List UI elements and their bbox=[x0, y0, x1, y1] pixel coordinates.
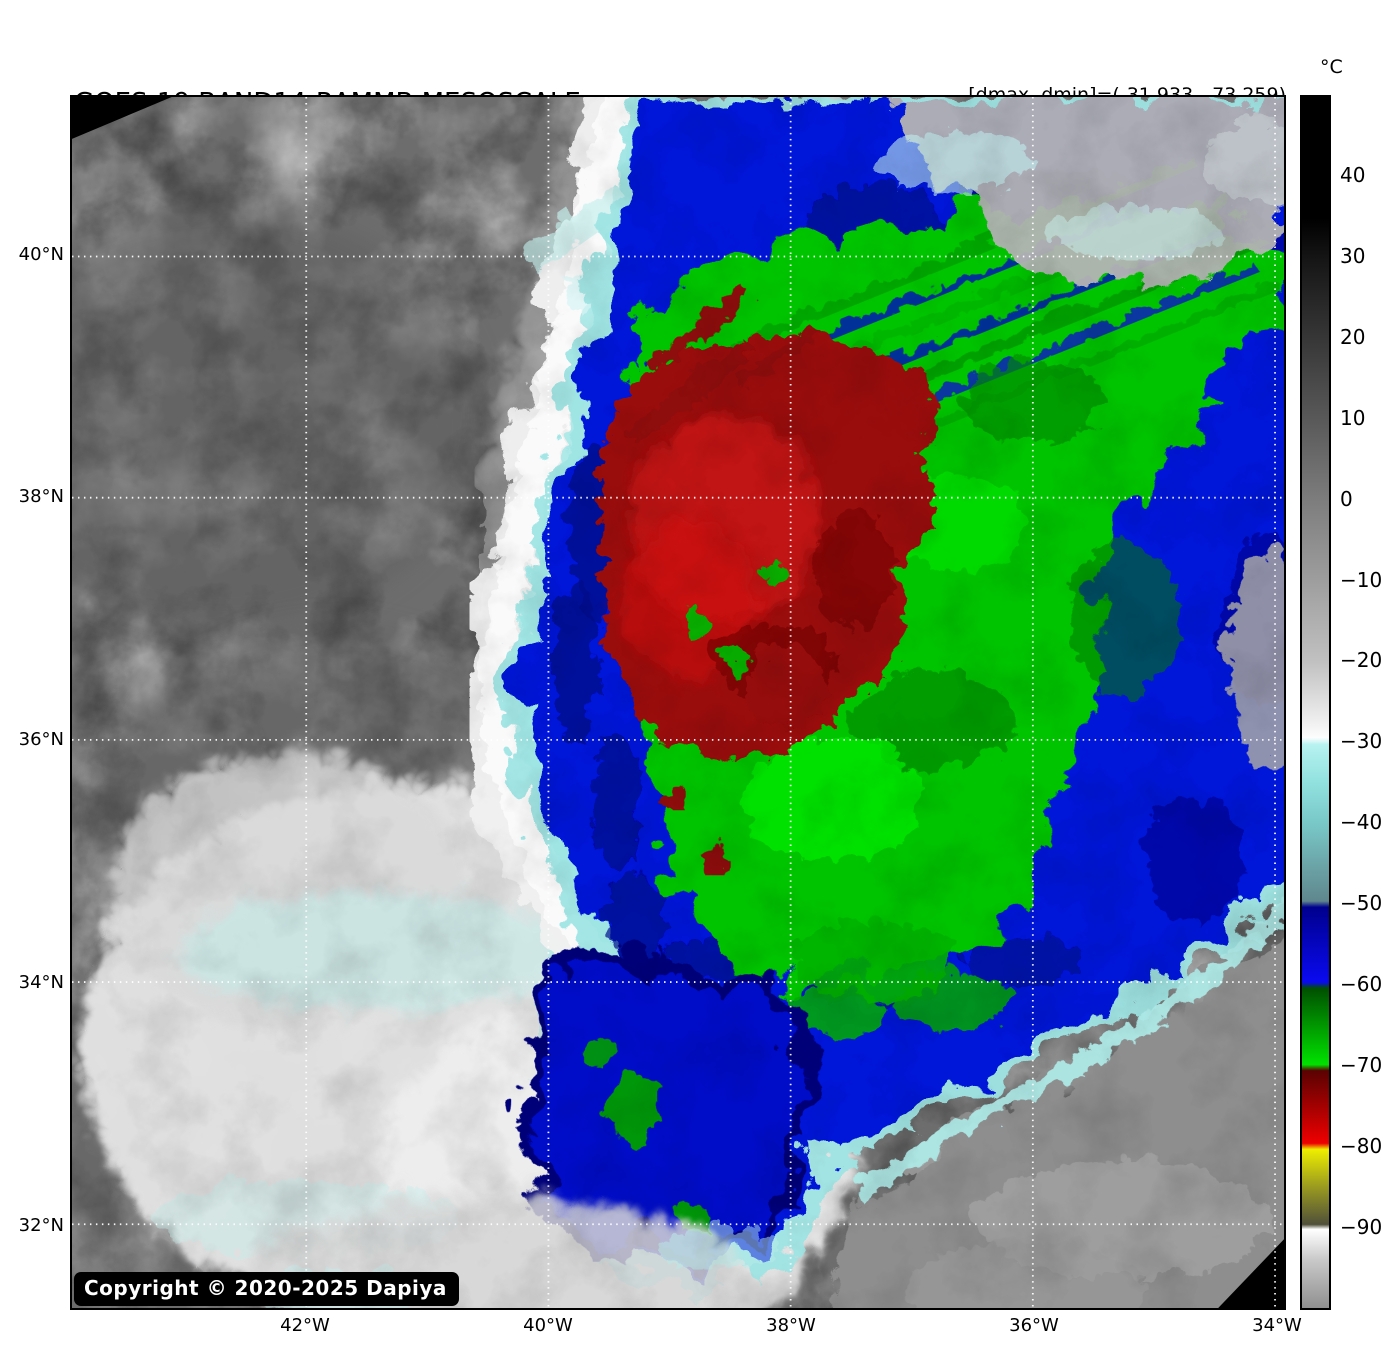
lat-label-32n: 32°N bbox=[18, 1215, 64, 1236]
satellite-map: Copyright © 2020-2025 Dapiya bbox=[70, 95, 1286, 1310]
colorbar-tick-m10: −10 bbox=[1340, 568, 1383, 592]
colorbar-tick-m60: −60 bbox=[1340, 972, 1383, 996]
lat-label-40n: 40°N bbox=[18, 244, 64, 265]
satellite-imagery bbox=[72, 97, 1284, 1308]
lon-label-38w: 38°W bbox=[766, 1315, 816, 1336]
colorbar-tick-m80: −80 bbox=[1340, 1134, 1383, 1158]
colorbar-tick-40: 40 bbox=[1340, 163, 1366, 187]
lon-label-42w: 42°W bbox=[280, 1315, 330, 1336]
lon-label-36w: 36°W bbox=[1009, 1315, 1059, 1336]
colorbar-tick-20: 20 bbox=[1340, 325, 1366, 349]
colorbar-unit-label: °C bbox=[1320, 56, 1343, 78]
lat-label-38n: 38°N bbox=[18, 486, 64, 507]
colorbar-tick-m30: −30 bbox=[1340, 729, 1383, 753]
colorbar-tick-m50: −50 bbox=[1340, 891, 1383, 915]
colorbar-tick-30: 30 bbox=[1340, 244, 1366, 268]
colorbar-tick-0: 0 bbox=[1340, 487, 1353, 511]
lon-label-34w: 34°W bbox=[1252, 1315, 1302, 1336]
grid-lines bbox=[72, 97, 1284, 1308]
temperature-colorbar bbox=[1300, 95, 1331, 1310]
colorbar-tick-m20: −20 bbox=[1340, 648, 1383, 672]
colorbar-tick-m70: −70 bbox=[1340, 1053, 1383, 1077]
lat-label-36n: 36°N bbox=[18, 729, 64, 750]
lat-label-34n: 34°N bbox=[18, 972, 64, 993]
colorbar-tick-10: 10 bbox=[1340, 406, 1366, 430]
copyright-badge: Copyright © 2020-2025 Dapiya bbox=[74, 1272, 459, 1306]
colorbar-tick-m40: −40 bbox=[1340, 810, 1383, 834]
lon-label-40w: 40°W bbox=[523, 1315, 573, 1336]
colorbar-tick-m90: −90 bbox=[1340, 1215, 1383, 1239]
